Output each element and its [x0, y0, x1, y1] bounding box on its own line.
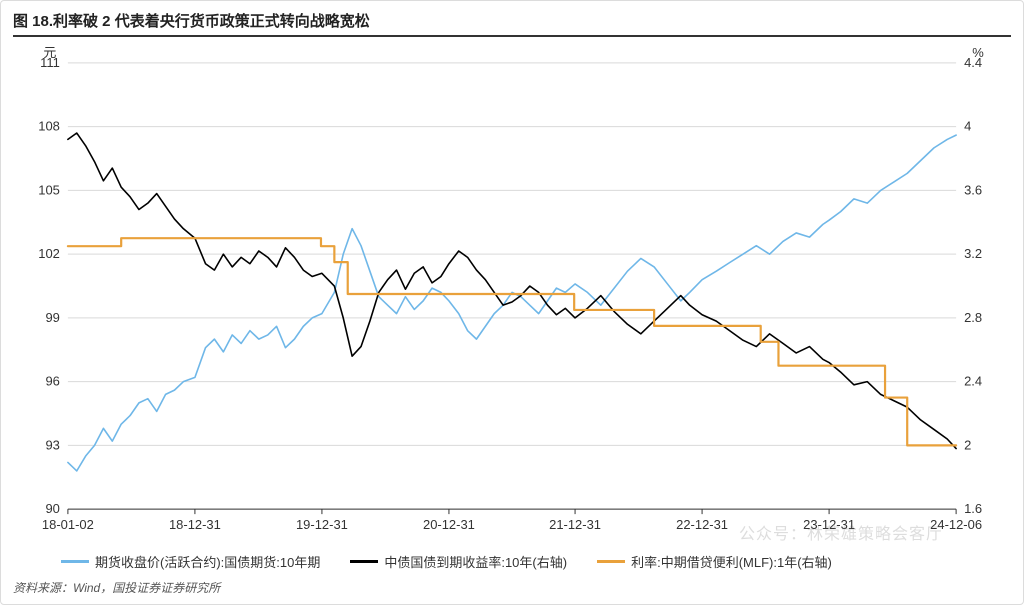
svg-text:105: 105: [38, 182, 60, 197]
svg-text:93: 93: [45, 437, 59, 452]
svg-text:3.2: 3.2: [964, 246, 982, 261]
chart-area: 901.6932962.4992.81023.21053.610841114.4…: [13, 41, 1011, 544]
svg-text:24-12-06: 24-12-06: [930, 517, 982, 532]
legend: 期货收盘价(活跃合约):国债期货:10年期 中债国债到期收益率:10年(右轴) …: [61, 550, 983, 572]
svg-text:90: 90: [45, 501, 59, 516]
legend-swatch-futures: [61, 560, 89, 563]
svg-text:99: 99: [45, 310, 59, 325]
svg-text:2.4: 2.4: [964, 374, 982, 389]
svg-text:4: 4: [964, 119, 971, 134]
legend-label-yield10y: 中债国债到期收益率:10年(右轴): [384, 552, 567, 571]
svg-text:3.6: 3.6: [964, 182, 982, 197]
legend-swatch-mlf: [597, 560, 625, 563]
svg-text:%: %: [972, 45, 984, 60]
svg-text:21-12-31: 21-12-31: [549, 517, 601, 532]
legend-item-yield10y: 中债国债到期收益率:10年(右轴): [350, 552, 567, 571]
svg-text:元: 元: [43, 45, 56, 60]
figure-container: 图 18.利率破 2 代表着央行货币政策正式转向战略宽松 90 1.6 93 2 96 2…: [0, 0, 1024, 605]
svg-text:18-12-31: 18-12-31: [169, 517, 221, 532]
legend-item-futures: 期货收盘价(活跃合约):国债期货:10年期: [61, 552, 320, 571]
legend-swatch-yield10y: [350, 560, 378, 563]
chart-svg: 901.6932962.4992.81023.21053.610841114.4…: [13, 41, 1011, 544]
svg-text:22-12-31: 22-12-31: [676, 517, 728, 532]
chart-title: 图 18.利率破 2 代表着央行货币政策正式转向战略宽松: [13, 7, 1011, 37]
svg-text:19-12-31: 19-12-31: [296, 517, 348, 532]
legend-label-mlf: 利率:中期借贷便利(MLF):1年(右轴): [631, 552, 832, 571]
legend-label-futures: 期货收盘价(活跃合约):国债期货:10年期: [95, 552, 320, 571]
source-text: 资料来源：Wind，国投证券证券研究所: [13, 579, 220, 596]
legend-item-mlf: 利率:中期借贷便利(MLF):1年(右轴): [597, 552, 832, 571]
svg-text:102: 102: [38, 246, 60, 261]
svg-text:23-12-31: 23-12-31: [803, 517, 855, 532]
svg-text:1.6: 1.6: [964, 501, 982, 516]
svg-text:108: 108: [38, 119, 60, 134]
chart-title-text: 图 18.利率破 2 代表着央行货币政策正式转向战略宽松: [13, 10, 370, 31]
svg-text:96: 96: [45, 374, 59, 389]
svg-text:20-12-31: 20-12-31: [423, 517, 475, 532]
svg-text:2.8: 2.8: [964, 310, 982, 325]
svg-text:18-01-02: 18-01-02: [42, 517, 94, 532]
svg-text:2: 2: [964, 437, 971, 452]
